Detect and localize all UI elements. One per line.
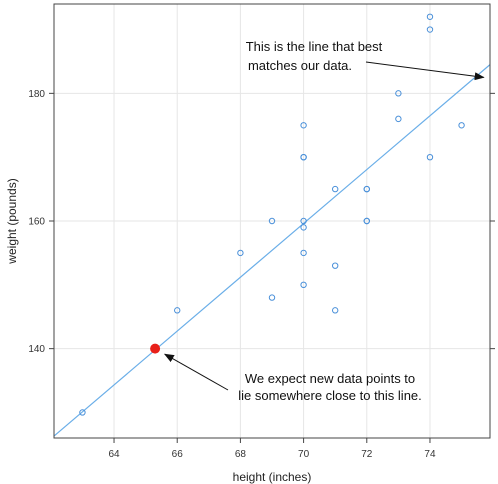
data-point <box>268 217 276 225</box>
fit-line-layer <box>53 64 491 437</box>
points-layer <box>79 13 465 416</box>
data-point <box>426 153 434 161</box>
data-point <box>331 185 339 193</box>
annotation-new-data: We expect new data points to lie somewhe… <box>163 353 422 403</box>
x-tick-label: 70 <box>298 449 310 460</box>
data-point <box>331 307 339 314</box>
data-point <box>363 185 370 193</box>
data-point <box>426 26 434 33</box>
highlight-layer <box>150 343 161 354</box>
x-tick-label: 72 <box>361 449 373 460</box>
data-point <box>458 122 465 129</box>
data-point <box>300 217 307 225</box>
data-point <box>300 281 307 289</box>
data-point <box>79 409 86 416</box>
x-axis-title: height (inches) <box>233 470 312 484</box>
grid <box>54 4 490 438</box>
annotation-new-data-arrow <box>163 353 229 391</box>
data-point <box>395 90 402 97</box>
data-point <box>268 294 276 301</box>
data-point <box>300 153 307 161</box>
x-tick-label: 74 <box>424 449 436 460</box>
data-point <box>331 262 339 269</box>
data-point <box>300 224 307 231</box>
y-tick-label: 140 <box>28 344 45 355</box>
fit-line <box>53 64 491 437</box>
highlight-point <box>150 343 161 354</box>
data-point <box>426 13 434 20</box>
y-tick-label: 180 <box>28 89 45 100</box>
annotation-new-data-line2: lie somewhere close to this line. <box>238 388 422 403</box>
data-point <box>174 307 181 314</box>
annotation-best-fit: This is the line that best matches our d… <box>246 39 485 81</box>
annotation-best-fit-line1: This is the line that best <box>246 39 383 54</box>
data-point <box>237 249 244 257</box>
data-point <box>300 249 307 257</box>
x-tick-label: 68 <box>235 449 247 460</box>
axis-ticks: 64 66 68 70 72 74 140 160 180 <box>28 89 495 460</box>
x-tick-label: 66 <box>172 449 184 460</box>
x-tick-label: 64 <box>108 449 120 460</box>
annotation-best-fit-arrow <box>365 61 485 81</box>
annotation-new-data-line1: We expect new data points to <box>245 371 415 386</box>
y-tick-label: 160 <box>28 217 45 228</box>
data-point <box>395 115 402 123</box>
data-point <box>300 122 307 129</box>
annotation-best-fit-line2: matches our data. <box>248 58 352 73</box>
y-axis-title: weight (pounds) <box>5 178 19 264</box>
data-point <box>363 217 370 225</box>
